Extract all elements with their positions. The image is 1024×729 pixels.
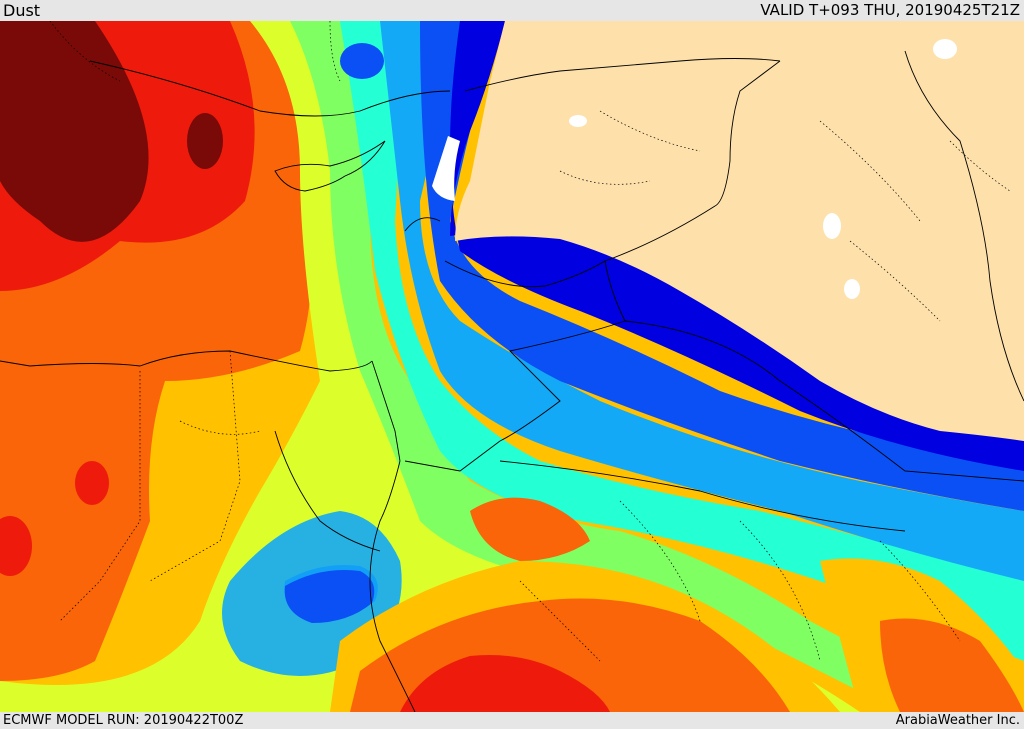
header-bar xyxy=(0,0,1024,21)
province-border-13 xyxy=(329,21,341,82)
border-syria-jordan xyxy=(444,260,606,288)
map-title: Dust xyxy=(3,1,41,20)
province-border-6 xyxy=(819,120,921,222)
province-borders xyxy=(49,21,1011,662)
dust-pocket-minimal-lebanon xyxy=(340,43,384,79)
water-no-data-strip xyxy=(432,136,460,201)
border-red-sea-west xyxy=(369,460,416,712)
province-border-5 xyxy=(559,170,651,185)
province-border-10 xyxy=(519,580,601,662)
dust-spot-high-w xyxy=(0,516,32,576)
lake-habbaniyah xyxy=(844,279,860,299)
border-sinai-gulf xyxy=(274,430,381,552)
model-run-label: ECMWF MODEL RUN: 20190422T00Z xyxy=(3,713,244,728)
country-borders xyxy=(0,50,1024,712)
province-border-4 xyxy=(599,110,701,152)
border-saudi-arabia-east xyxy=(499,460,906,532)
border-turkey-north xyxy=(89,60,451,117)
dust-spot-high-sw xyxy=(75,461,109,505)
border-turkey-syria xyxy=(464,58,781,92)
border-egypt-coast xyxy=(0,350,373,372)
dust-band-elevated-se xyxy=(880,618,1024,712)
land-no-data-mask xyxy=(455,21,1024,441)
province-border-2 xyxy=(149,350,241,582)
province-border-3 xyxy=(179,420,261,435)
dust-core-very-high-east xyxy=(187,113,223,169)
lake-van xyxy=(933,39,957,59)
province-border-9 xyxy=(739,520,821,662)
dust-band-elevated-north-saudi xyxy=(470,497,590,561)
dust-band-low-moderate xyxy=(290,21,1024,712)
valid-time-label: VALID T+093 THU, 20190425T21Z xyxy=(760,1,1020,19)
border-iraq-saudi xyxy=(624,320,1024,482)
province-border-14 xyxy=(949,140,1011,192)
border-lebanon xyxy=(404,217,441,232)
lake-assad xyxy=(569,115,587,127)
dust-band-very-low xyxy=(380,21,1024,581)
dust-core-very-high xyxy=(0,21,149,242)
footer-bar xyxy=(0,712,1024,729)
border-iraq-iran xyxy=(904,50,1024,402)
border-israel-egypt xyxy=(371,360,401,462)
province-border-12 xyxy=(49,21,121,82)
credit-label: ArabiaWeather Inc. xyxy=(895,713,1020,728)
cyprus-outline xyxy=(274,140,386,192)
province-border-11 xyxy=(879,540,961,642)
lake-tharthar xyxy=(823,213,841,239)
dust-band-high-south xyxy=(400,655,610,712)
dust-band-moderate xyxy=(0,21,860,712)
province-border-7 xyxy=(849,240,941,322)
border-syria-iraq xyxy=(604,60,781,262)
dust-pocket-minimal-redsea-core xyxy=(284,570,375,623)
dust-forecast-map xyxy=(0,21,1024,712)
border-jordan-saudi xyxy=(404,260,626,472)
